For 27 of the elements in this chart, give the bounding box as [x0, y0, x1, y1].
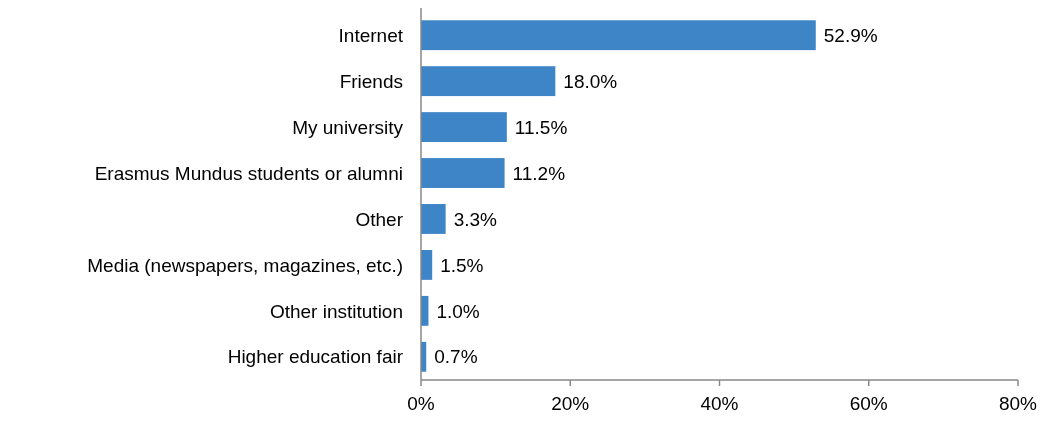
x-tick-label: 40% [700, 393, 739, 414]
bar [421, 112, 507, 143]
bar [421, 158, 505, 188]
data-label: 52.9% [823, 24, 878, 46]
data-label: 1.5% [440, 254, 484, 276]
x-tick-label: 20% [551, 393, 590, 414]
data-label: 11.2% [512, 162, 566, 184]
y-tick-label: Higher education fair [227, 346, 404, 368]
y-tick-label: My university [292, 116, 404, 138]
data-label: 18.0% [563, 70, 618, 92]
data-label: 1.0% [436, 300, 480, 322]
x-tick-label: 80% [998, 393, 1038, 414]
y-tick-label: Internet [338, 24, 404, 46]
y-tick-label: Media (newspapers, magazines, etc.) [87, 254, 403, 276]
y-tick-label: Friends [339, 70, 403, 92]
y-tick-label: Other institution [269, 300, 403, 322]
data-label: 11.5% [514, 116, 568, 138]
bar [421, 204, 446, 234]
y-tick-label: Other [355, 208, 404, 230]
bar [421, 66, 556, 97]
data-label: 0.7% [434, 346, 478, 368]
y-tick-label: Erasmus Mundus students or alumni [94, 162, 403, 184]
x-tick-label: 60% [849, 393, 888, 414]
bar [421, 249, 433, 280]
x-tick-label: 0% [407, 393, 435, 414]
bar [421, 20, 816, 51]
data-label: 3.3% [453, 208, 498, 230]
